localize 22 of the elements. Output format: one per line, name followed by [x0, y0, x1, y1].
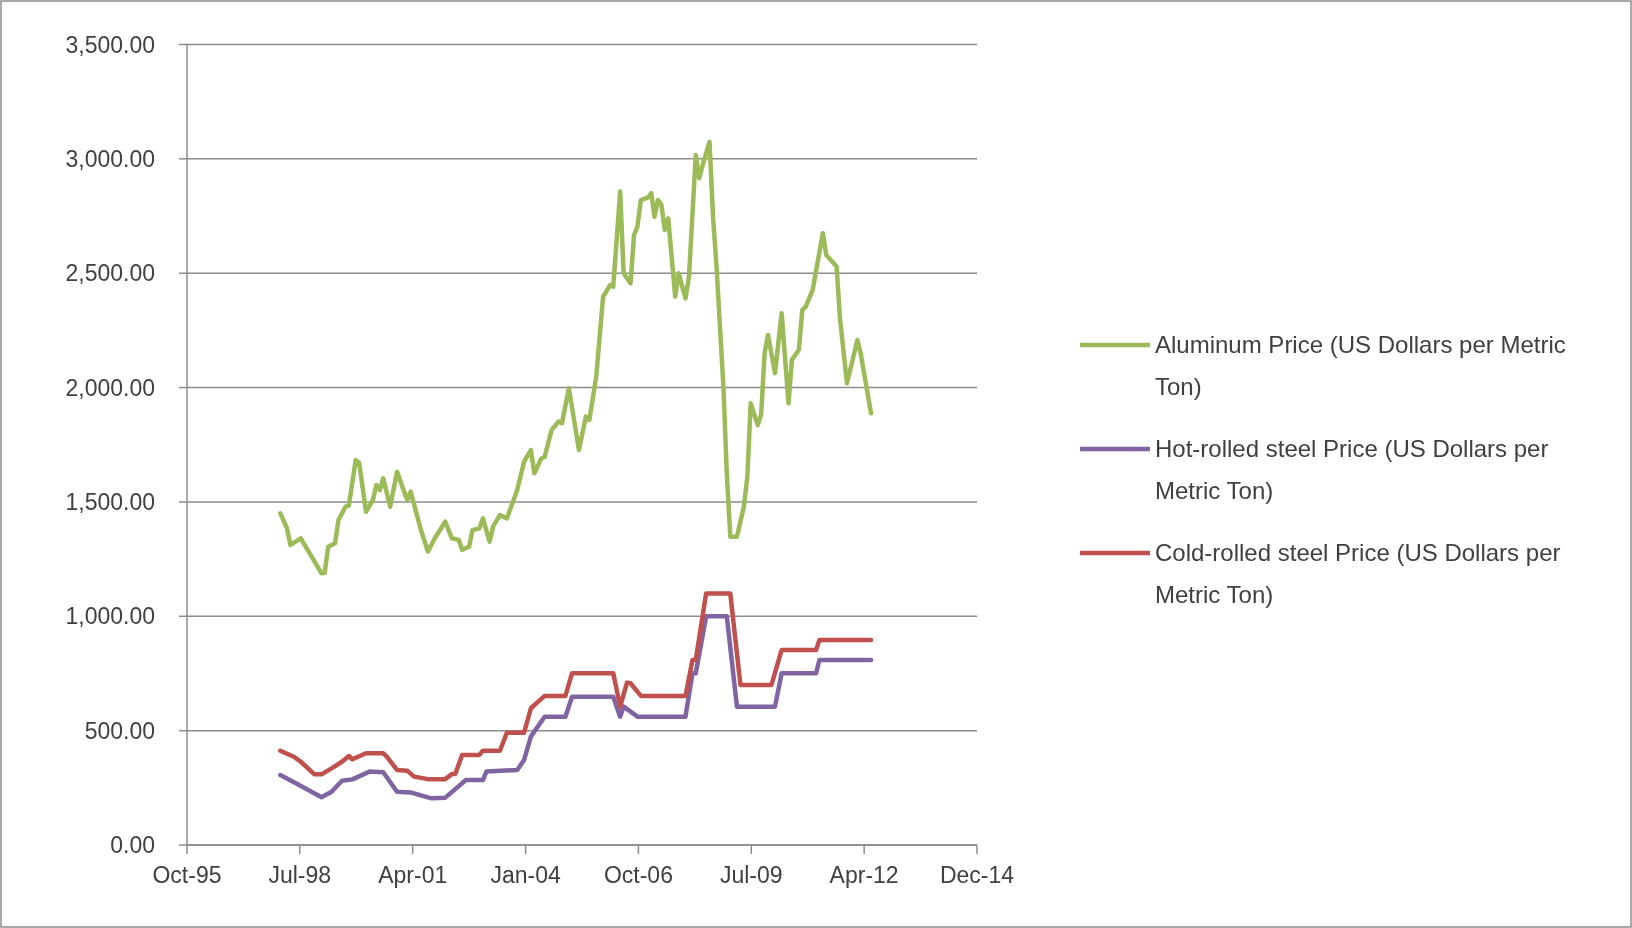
x-tick-label: Apr-12 [829, 862, 899, 888]
legend-label: Hot-rolled steel Price (US Dollars per Metric Ton) [1155, 435, 1549, 505]
x-tick-label: Apr-01 [378, 862, 448, 888]
legend-label: Aluminum Price (US Dollars per Metric Ton) [1155, 331, 1566, 401]
y-tick-label: 1,500.00 [65, 488, 155, 515]
y-tick-label: 3,000.00 [65, 145, 155, 172]
x-tick-label: Jan-04 [490, 862, 561, 888]
y-tick-label: 0.00 [110, 832, 155, 859]
x-tick-label: Jul-98 [268, 862, 332, 888]
x-tick-label: Oct-06 [603, 862, 673, 888]
line-series [278, 139, 874, 576]
y-tick-label: 500.00 [84, 717, 155, 744]
y-tick-label: 3,500.00 [65, 31, 155, 58]
line-series [278, 614, 874, 801]
y-tick-label: 2,000.00 [65, 374, 155, 401]
legend-label: Cold-rolled steel Price (US Dollars per Metric Ton) [1155, 539, 1561, 609]
x-tick-label: Jul-09 [719, 862, 783, 888]
x-tick-label: Oct-95 [152, 862, 222, 888]
x-tick-label: Dec-14 [939, 862, 1015, 888]
y-tick-label: 2,500.00 [65, 260, 155, 287]
line-series [278, 591, 874, 782]
y-tick-label: 1,000.00 [65, 603, 155, 630]
